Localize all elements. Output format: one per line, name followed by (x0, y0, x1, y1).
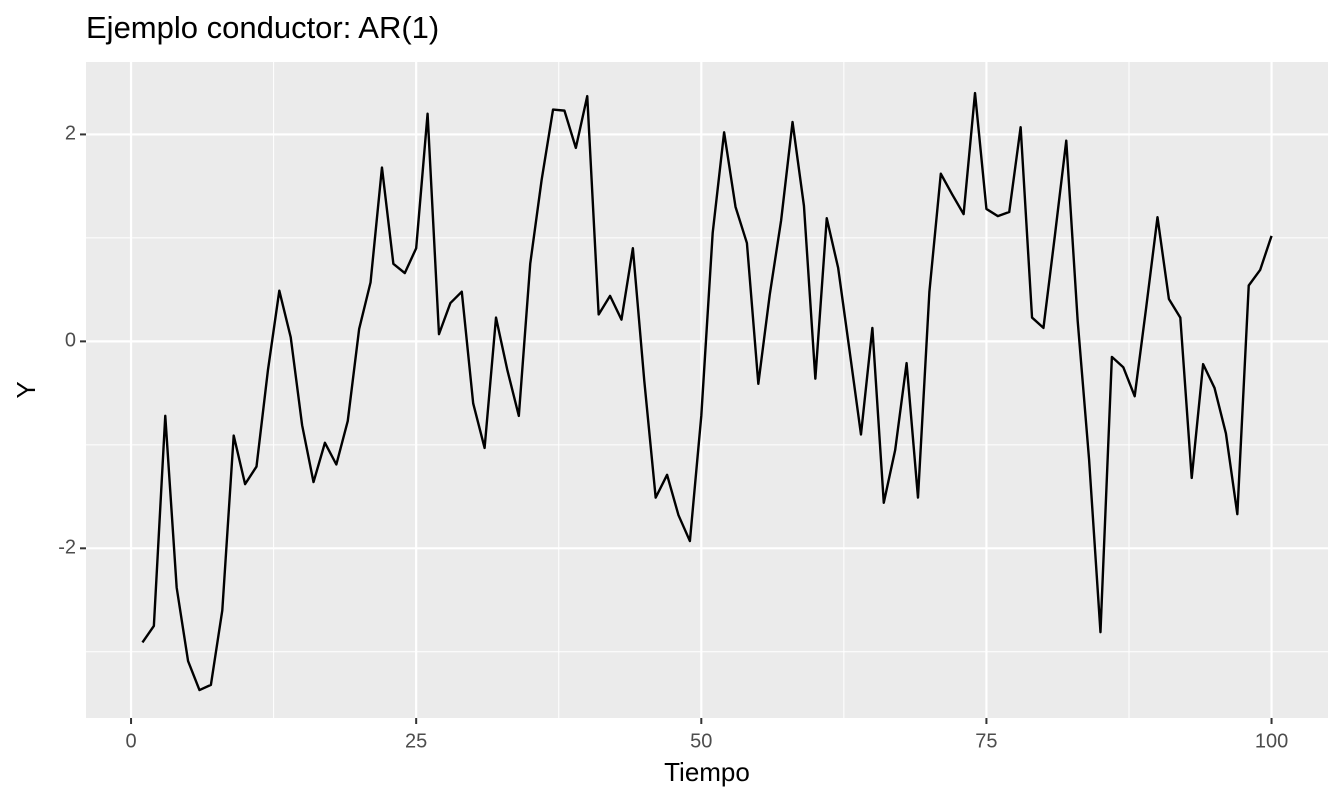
x-tick-label: 100 (1255, 730, 1288, 752)
panel (86, 62, 1328, 718)
x-tick-label: 75 (975, 730, 997, 752)
y-axis-label: Y (11, 381, 41, 398)
y-tick-label: -2 (58, 537, 76, 559)
line (141, 91, 1273, 692)
x-axis-label: Tiempo (664, 757, 750, 787)
chart-title: Ejemplo conductor: AR(1) (86, 10, 439, 45)
y-tick-label: 2 (65, 123, 76, 145)
x-tick-label: 0 (125, 730, 136, 752)
x-tick-label: 50 (690, 730, 712, 752)
y-tick-label: 0 (65, 330, 76, 352)
x-tick-label: 25 (405, 730, 427, 752)
